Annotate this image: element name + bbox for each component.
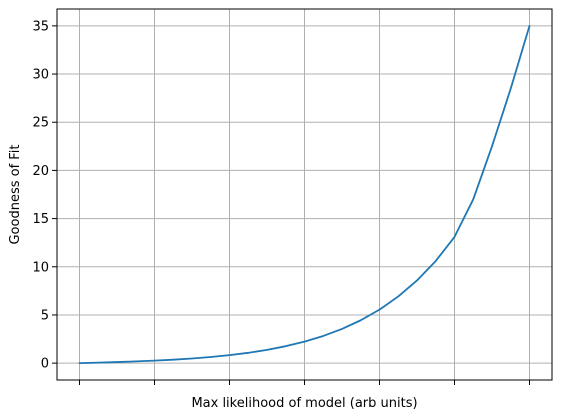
y-tick-label-7: 35: [32, 19, 49, 34]
tick-labels: 0 5 10 15 20 25 30 35: [32, 19, 49, 371]
y-axis-label: Goodness of Fit: [8, 144, 23, 244]
y-tick-label-4: 20: [32, 164, 49, 179]
series-layer: [78, 24, 531, 365]
y-tick-label-3: 15: [32, 212, 49, 227]
tick-marks: [52, 25, 530, 385]
y-tick-label-2: 10: [32, 260, 49, 275]
x-axis-label: Max likelihood of model (arb units): [191, 396, 417, 411]
y-tick-label-5: 25: [32, 116, 49, 131]
y-tick-label-6: 30: [32, 68, 49, 83]
y-tick-label-1: 5: [41, 308, 49, 323]
series-line-0: [78, 24, 531, 365]
y-tick-label-0: 0: [41, 357, 49, 372]
grid-lines: [57, 9, 552, 380]
